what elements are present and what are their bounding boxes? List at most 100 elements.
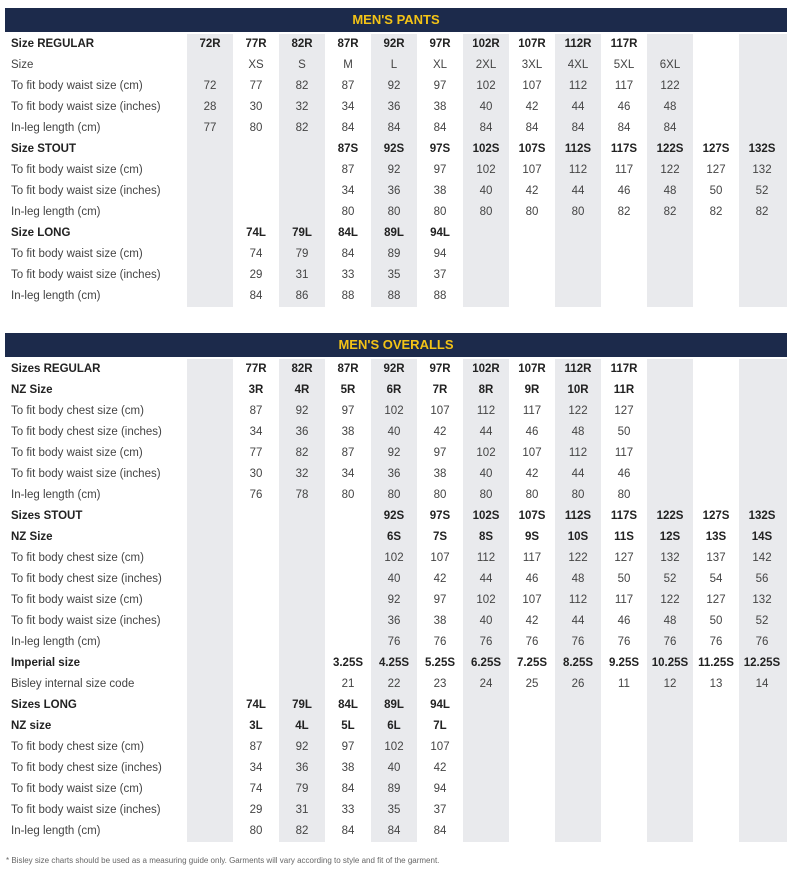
table-cell: 80 <box>249 122 263 134</box>
table-cell: 117S <box>610 143 638 155</box>
table-cell: 97S <box>429 510 451 522</box>
table-cell: 29 <box>249 804 263 816</box>
table-cell: 87 <box>341 164 355 176</box>
table-cell: 82R <box>291 38 313 50</box>
table-cell: XL <box>432 59 448 71</box>
table-cell: 14 <box>755 678 769 690</box>
table-cell: 80 <box>617 489 631 501</box>
table-cell: 36 <box>295 426 309 438</box>
table-cell: 34 <box>341 101 355 113</box>
table-cell: 50 <box>617 426 631 438</box>
table-cell: 34 <box>341 468 355 480</box>
table-cell: 32 <box>295 101 309 113</box>
table-cell: 117R <box>610 363 638 375</box>
table-cell: 88 <box>433 290 447 302</box>
table-cell: 80 <box>571 206 585 218</box>
table-cell: 84 <box>617 122 631 134</box>
table-cell: 12.25S <box>743 657 781 669</box>
table-cell: 35 <box>387 269 401 281</box>
table-cell: 80 <box>479 206 493 218</box>
table-cell: 48 <box>663 185 677 197</box>
table-cell: 84 <box>663 122 677 134</box>
table-title: MEN'S OVERALLS <box>5 333 787 357</box>
table-cell: 80 <box>387 489 401 501</box>
table-cell: 40 <box>479 185 493 197</box>
row-label: To fit body waist size (cm) <box>11 248 143 260</box>
table-cell: 132S <box>748 143 776 155</box>
column-shade <box>555 359 601 842</box>
table-cell: 30 <box>249 101 263 113</box>
table-cell: 112R <box>564 363 592 375</box>
table-cell: 76 <box>387 636 401 648</box>
table-cell: 36 <box>387 101 401 113</box>
table-cell: 25 <box>525 678 539 690</box>
row-label: Size <box>11 59 34 71</box>
table-cell: 117 <box>614 447 634 459</box>
row-label: To fit body waist size (inches) <box>11 101 161 113</box>
row-label: To fit body waist size (inches) <box>11 468 161 480</box>
table-cell: 8S <box>478 531 494 543</box>
column-shade <box>739 359 787 842</box>
row-label: To fit body waist size (inches) <box>11 804 161 816</box>
table-cell: 89L <box>384 699 404 711</box>
table-cell: 117S <box>610 510 638 522</box>
table-cell: 84 <box>341 248 355 260</box>
row-label: To fit body waist size (inches) <box>11 269 161 281</box>
table-cell: 117 <box>614 594 634 606</box>
row-label: In-leg length (cm) <box>11 489 101 501</box>
table-cell: 80 <box>341 206 355 218</box>
table-cell: 87R <box>337 38 359 50</box>
table-cell: 112 <box>568 80 588 92</box>
row-label: In-leg length (cm) <box>11 206 101 218</box>
row-label: To fit body waist size (cm) <box>11 164 143 176</box>
table-cell: 79L <box>292 227 312 239</box>
table-cell: 89L <box>384 227 404 239</box>
table-cell: 46 <box>525 426 539 438</box>
table-cell: 92R <box>383 38 405 50</box>
table-cell: 97 <box>433 164 447 176</box>
table-cell: 42 <box>433 762 447 774</box>
table-cell: 48 <box>571 426 585 438</box>
table-cell: 84 <box>571 122 585 134</box>
table-cell: 77 <box>249 447 263 459</box>
table-cell: 21 <box>341 678 355 690</box>
table-cell: 97 <box>341 741 355 753</box>
table-cell: 11S <box>614 531 634 543</box>
table-cell: 6R <box>386 384 402 396</box>
row-label: Sizes REGULAR <box>11 363 101 375</box>
table-cell: 38 <box>341 426 355 438</box>
table-cell: 94L <box>430 227 450 239</box>
column-shade <box>371 34 417 307</box>
table-cell: 107 <box>430 405 450 417</box>
table-cell: 79L <box>292 699 312 711</box>
row-label: Imperial size <box>11 657 81 669</box>
table-cell: 46 <box>617 615 631 627</box>
table-cell: 6L <box>387 720 401 732</box>
table-cell: 77R <box>245 363 267 375</box>
table-cell: 127 <box>706 164 726 176</box>
table-cell: 80 <box>387 206 401 218</box>
table-cell: 84L <box>338 227 358 239</box>
table-cell: 46 <box>617 185 631 197</box>
table-cell: 56 <box>755 573 769 585</box>
table-cell: 82 <box>295 447 309 459</box>
row-label: To fit body chest size (cm) <box>11 741 144 753</box>
table-cell: 10S <box>567 531 589 543</box>
table-cell: 84L <box>338 699 358 711</box>
table-cell: 13S <box>705 531 727 543</box>
table-cell: 29 <box>249 269 263 281</box>
table-cell: 97S <box>429 143 451 155</box>
table-cell: 86 <box>295 290 309 302</box>
table-cell: 44 <box>571 185 585 197</box>
table-cell: 30 <box>249 468 263 480</box>
table-cell: 112S <box>564 143 592 155</box>
column-shade <box>279 34 325 307</box>
table-cell: 38 <box>433 615 447 627</box>
row-label: To fit body chest size (inches) <box>11 573 162 585</box>
table-cell: 107 <box>522 594 542 606</box>
table-cell: 5XL <box>613 59 635 71</box>
table-cell: 107R <box>518 38 546 50</box>
table-cell: 102R <box>472 38 500 50</box>
table-cell: 32 <box>295 468 309 480</box>
row-label: Sizes LONG <box>11 699 77 711</box>
